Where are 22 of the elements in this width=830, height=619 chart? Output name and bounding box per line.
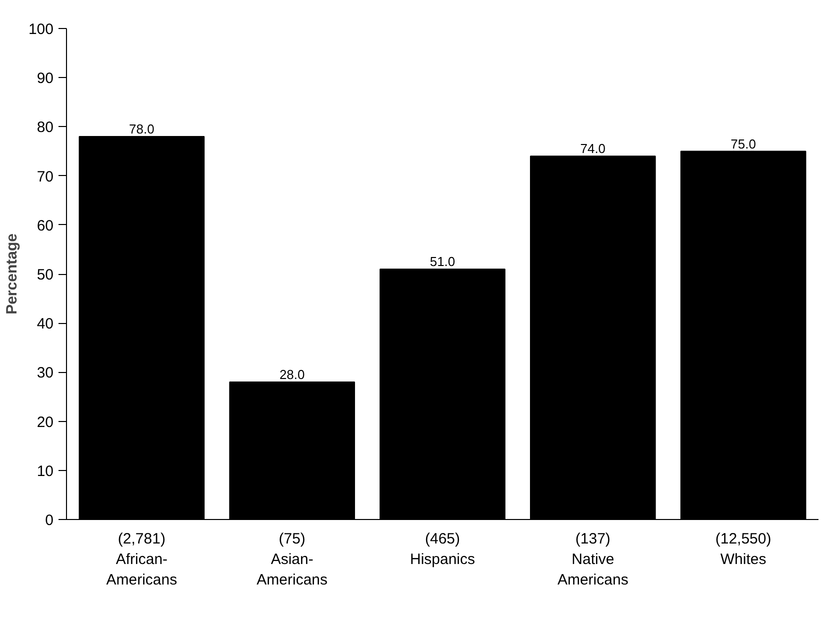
y-tick-label: 30 [36,364,54,382]
y-tick-label: 100 [28,21,54,38]
y-tick-label: 70 [36,168,54,186]
y-tick-label: 50 [36,266,54,284]
y-tick-label: 60 [36,217,54,234]
y-tick-label: 90 [36,70,54,88]
data-label: 28.0 [279,367,305,382]
data-label: 78.0 [129,122,154,137]
y-tick-label: 80 [36,119,54,136]
y-tick-label: 40 [36,316,54,333]
data-label: 75.0 [730,136,756,152]
y-tick-label: 10 [36,462,54,480]
data-label: 74.0 [580,141,606,156]
x-tick-label: (75) Asian- Americans [256,530,328,588]
x-tick-label: (465) Hispanics [410,530,476,568]
y-tick-label: 0 [45,512,54,529]
y-axis-title: Percentage [3,234,20,314]
x-tick-label: (12,550) Whites [715,530,772,568]
x-tick-label: (2,781) African- Americans [106,530,178,588]
data-label: 51.0 [430,254,456,270]
x-tick-label: (137) Native Americans [557,530,628,588]
y-tick-label: 20 [36,414,54,431]
